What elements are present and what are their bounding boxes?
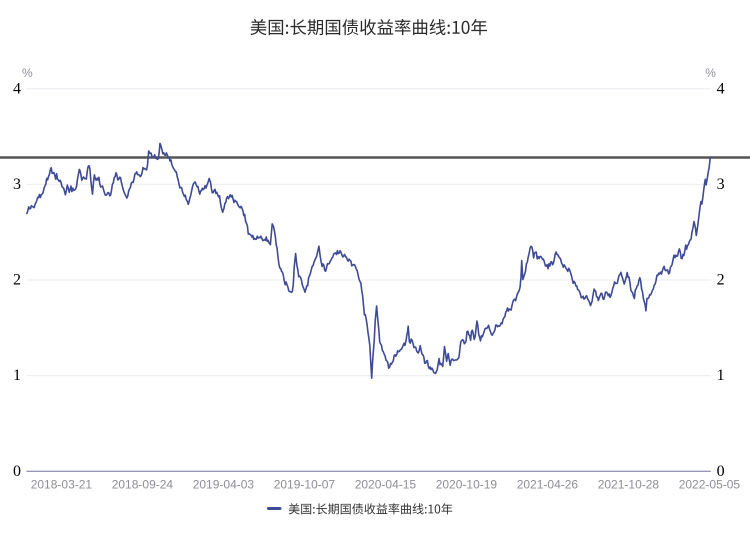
svg-text:3: 3	[717, 176, 725, 193]
svg-text:2019-04-03: 2019-04-03	[193, 478, 255, 492]
svg-text:4: 4	[717, 81, 725, 98]
svg-text:2: 2	[717, 272, 725, 289]
svg-text:%: %	[22, 66, 33, 80]
svg-text:2018-09-24: 2018-09-24	[112, 478, 174, 492]
svg-text:4: 4	[13, 81, 21, 98]
svg-text:0: 0	[13, 463, 21, 480]
svg-text:2022-05-05: 2022-05-05	[679, 478, 741, 492]
svg-text:2020-10-19: 2020-10-19	[436, 478, 498, 492]
svg-text:1: 1	[13, 367, 21, 384]
svg-text:2018-03-21: 2018-03-21	[31, 478, 93, 492]
svg-text:2021-10-28: 2021-10-28	[598, 478, 660, 492]
svg-text:2020-04-15: 2020-04-15	[355, 478, 417, 492]
svg-text:%: %	[705, 66, 716, 80]
svg-text:2021-04-26: 2021-04-26	[517, 478, 579, 492]
svg-text:3: 3	[13, 176, 21, 193]
svg-text:2019-10-07: 2019-10-07	[274, 478, 336, 492]
svg-text:1: 1	[717, 367, 725, 384]
svg-text:2: 2	[13, 272, 21, 289]
svg-text:0: 0	[717, 463, 725, 480]
